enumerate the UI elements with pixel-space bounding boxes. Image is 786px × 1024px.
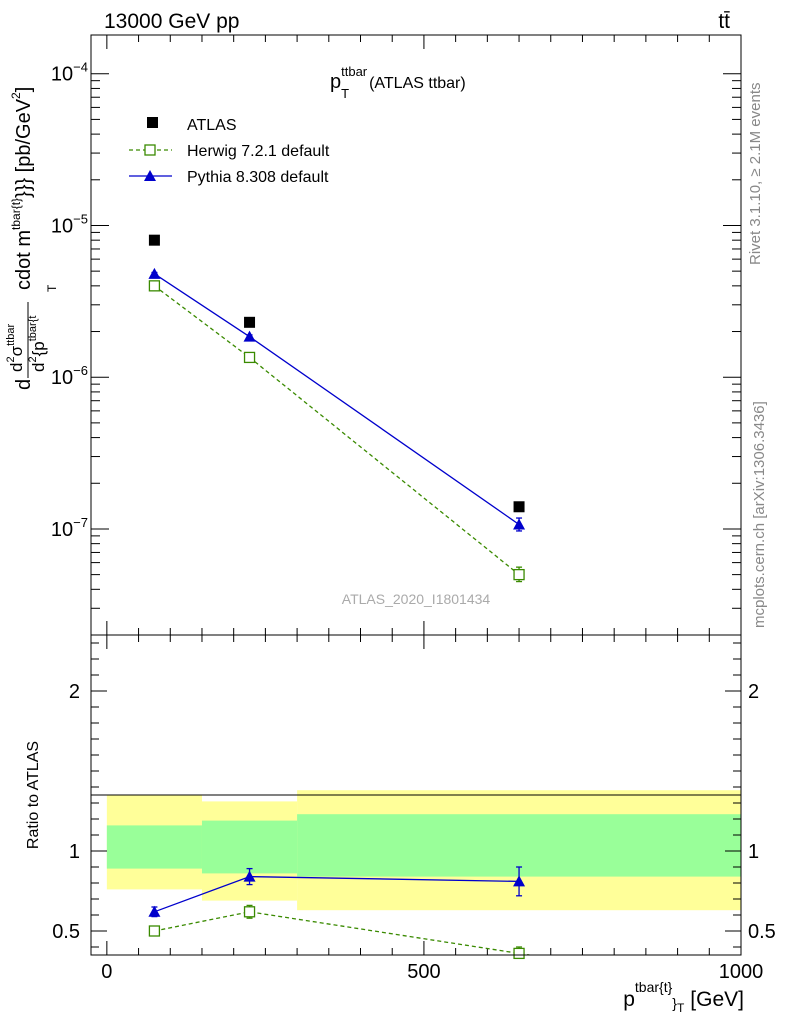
y-tick-label: 10−5 xyxy=(51,211,88,237)
svg-text:cdot mtbar{t}}}} [pb/GeV2]: cdot mtbar{t}}}} [pb/GeV2] xyxy=(9,87,35,290)
pythia-line xyxy=(154,273,520,526)
pythia-point xyxy=(243,330,256,342)
herwig-ratio-point xyxy=(148,925,161,937)
atlas-point xyxy=(244,316,256,328)
legend-atlas-marker xyxy=(147,117,158,128)
herwig-point xyxy=(148,280,161,292)
y-tick-label: 10−6 xyxy=(51,363,88,389)
analysis-watermark: ATLAS_2020_I1801434 xyxy=(342,591,491,607)
main-plot-panel: 10−7 10−6 10−5 10−4 pttbar T(ATLAS ttbar) AT… xyxy=(5,34,742,636)
pythia-point xyxy=(148,267,161,279)
mcplots-label: mcplots.cern.ch [arXiv:1306.3436] xyxy=(751,401,768,628)
legend-atlas-label: ATLAS xyxy=(187,117,237,134)
herwig-ratio-line xyxy=(154,911,530,956)
energy-label: 13000 GeV pp xyxy=(104,10,239,33)
legend: ATLAS Herwig 7.2.1 default Pythia 8.308 … xyxy=(129,117,330,186)
legend-pythia-label: Pythia 8.308 default xyxy=(187,169,329,186)
ratio-y-axis-label: Ratio to ATLAS xyxy=(25,741,42,849)
process-label: tt̄ xyxy=(718,10,730,33)
y-tick-label: 10−7 xyxy=(51,515,88,541)
herwig-point xyxy=(513,568,525,581)
atlas-point xyxy=(148,234,160,246)
ratio-y-tick-label-right: 0.5 xyxy=(748,921,776,943)
green-band xyxy=(201,820,298,874)
ratio-y-tick-label-right: 2 xyxy=(748,681,759,703)
legend-herwig-marker xyxy=(144,144,156,156)
svg-text:T: T xyxy=(45,284,59,292)
main-plot-ticks: 10−7 10−6 10−5 10−4 xyxy=(51,35,742,636)
x-tick-label: 500 xyxy=(407,961,440,983)
ratio-y-tick-label: 0.5 xyxy=(52,921,80,943)
x-tick-label: 1000 xyxy=(719,961,764,983)
pythia-ratio-point xyxy=(243,870,256,882)
x-tick-label: 0 xyxy=(101,961,112,983)
herwig-ratio-point xyxy=(243,906,256,918)
green-band xyxy=(106,825,202,869)
main-y-axis-label: d d2σttbar d2{ptbar{t T cdot mtbar{t}}}}… xyxy=(5,87,59,390)
svg-text:d2σttbar: d2σttbar xyxy=(5,324,26,372)
ratio-y-tick-label: 1 xyxy=(69,841,80,863)
ratio-plot-panel: 0.5 0.5 1 1 2 2 0 500 1000 Ratio to ATLAS ptbar{… xyxy=(25,634,776,1015)
pythia-ratio-point xyxy=(513,875,526,887)
herwig-line xyxy=(154,285,520,576)
rivet-label: Rivet 3.1.10, ≥ 2.1M events xyxy=(747,83,764,266)
ratio-plot-ticks: 0.5 0.5 1 1 2 2 0 500 1000 xyxy=(52,635,776,983)
legend-pythia-marker xyxy=(144,170,156,181)
uncertainty-bands xyxy=(106,790,741,911)
main-plot-series xyxy=(148,234,526,583)
herwig-point xyxy=(243,351,256,364)
herwig-ratio-point xyxy=(513,947,525,960)
ratio-y-tick-label: 2 xyxy=(69,681,80,703)
legend-herwig-label: Herwig 7.2.1 default xyxy=(187,143,330,160)
pythia-point xyxy=(513,518,526,530)
ratio-plot-frame xyxy=(90,634,742,956)
pythia-ratio-point xyxy=(148,905,161,917)
x-axis-label: ptbar{t}}T [GeV] xyxy=(623,979,744,1015)
green-band xyxy=(297,814,741,877)
ratio-y-tick-label-right: 1 xyxy=(748,841,759,863)
y-tick-label: 10−4 xyxy=(51,60,88,86)
ratio-plot-series xyxy=(148,866,530,960)
plot-title: pttbar T(ATLAS ttbar) xyxy=(330,64,466,101)
svg-text:d: d xyxy=(13,379,35,390)
atlas-point xyxy=(513,501,525,513)
svg-text:d2{ptbar{t: d2{ptbar{t xyxy=(27,316,48,372)
